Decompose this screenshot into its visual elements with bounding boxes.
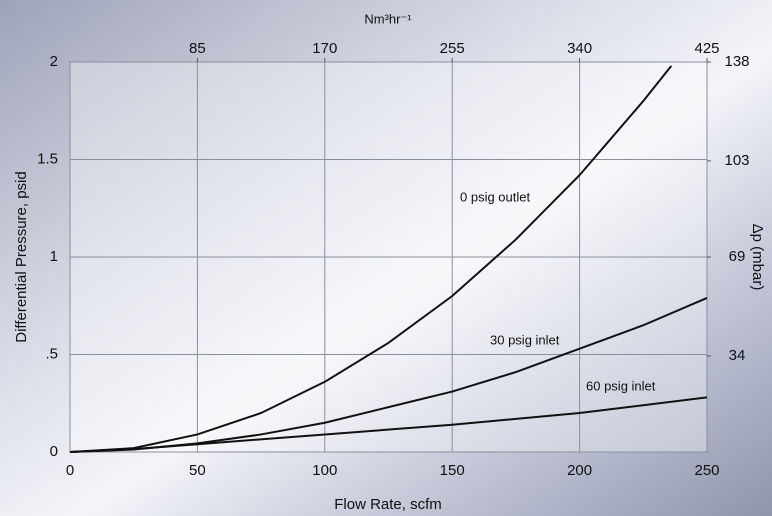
y-tick-label: 1 <box>50 248 58 265</box>
lines <box>69 65 708 453</box>
x-tick-label: 200 <box>567 462 592 479</box>
x-tick-label: 100 <box>312 462 337 479</box>
y-tick-label: 0 <box>50 443 58 460</box>
x-axis-label: Flow Rate, scfm <box>334 496 442 513</box>
curve <box>69 396 708 453</box>
y-tick-label: .5 <box>45 345 58 362</box>
ticks: 0 50 100 150 200 250 0 .5 1 1.5 2 85 170 255 340 425 34 6… <box>37 40 749 479</box>
y2-tick-label: 103 <box>724 152 749 169</box>
x2-tick-label: 425 <box>694 40 719 57</box>
y-axis-label: Differential Pressure, psid <box>13 171 30 342</box>
series-label: 0 psig outlet <box>460 189 530 204</box>
x2-axis-label: Nm³hr⁻¹ <box>364 11 412 26</box>
y2-tick-label: 138 <box>724 53 749 70</box>
y-tick-label: 2 <box>50 53 58 70</box>
y2-axis-label: Δp (mbar) <box>749 224 766 291</box>
x-tick-label: 250 <box>694 462 719 479</box>
series-label: 60 psig inlet <box>586 378 656 393</box>
y-tick-label: 1.5 <box>37 150 58 167</box>
x2-tick-label: 85 <box>189 40 206 57</box>
x2-tick-label: 170 <box>312 40 337 57</box>
x-tick-label: 0 <box>66 462 74 479</box>
x2-tick-label: 340 <box>567 40 592 57</box>
series-label: 30 psig inlet <box>490 332 560 347</box>
x2-tick-label: 255 <box>440 40 465 57</box>
curve <box>69 65 673 453</box>
y2-tick-label: 69 <box>729 248 746 265</box>
x-tick-label: 50 <box>189 462 206 479</box>
x-tick-label: 150 <box>440 462 465 479</box>
y2-tick-label: 34 <box>729 347 746 364</box>
